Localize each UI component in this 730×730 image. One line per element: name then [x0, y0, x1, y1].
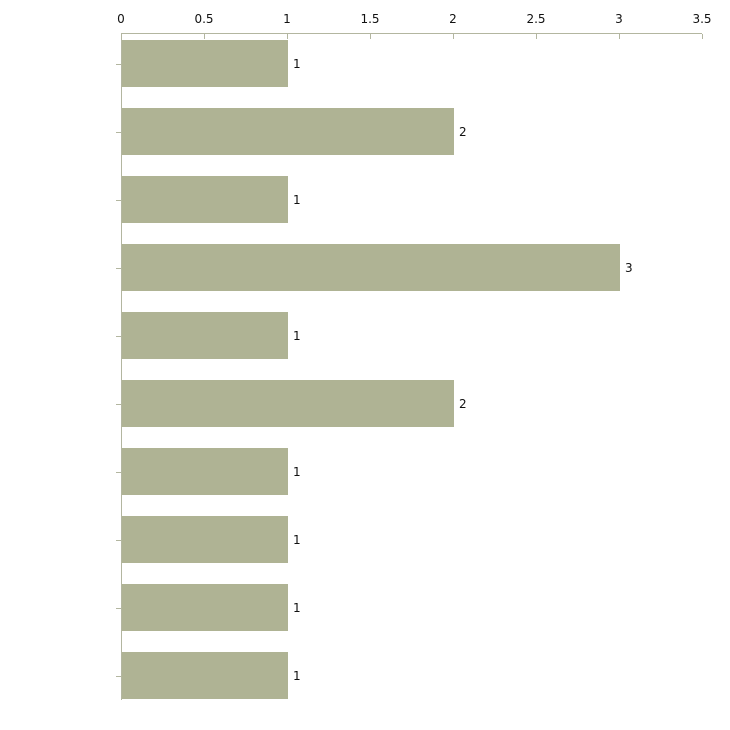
bar-value-label: 1 [293, 533, 301, 547]
bar [122, 516, 288, 563]
bar-value-label: 1 [293, 329, 301, 343]
y-tick-mark [116, 608, 121, 609]
x-tick-label: 3 [615, 12, 623, 26]
x-axis-line [121, 33, 702, 34]
bar [122, 448, 288, 495]
y-axis-line [121, 33, 122, 700]
bar-value-label: 2 [459, 125, 467, 139]
x-tick-mark [204, 34, 205, 39]
bar-value-label: 2 [459, 397, 467, 411]
bar-value-label: 1 [293, 57, 301, 71]
bar-value-label: 1 [293, 465, 301, 479]
x-tick-label: 1 [283, 12, 291, 26]
bar [122, 176, 288, 223]
y-tick-mark [116, 200, 121, 201]
x-tick-label: 0.5 [194, 12, 214, 26]
bar [122, 380, 454, 427]
x-tick-label: 1.5 [360, 12, 380, 26]
x-tick-mark [121, 34, 122, 39]
bar [122, 244, 620, 291]
y-tick-mark [116, 64, 121, 65]
y-tick-mark [116, 336, 121, 337]
y-tick-mark [116, 404, 121, 405]
x-tick-label: 2 [449, 12, 457, 26]
x-tick-mark [536, 34, 537, 39]
x-tick-mark [453, 34, 454, 39]
bar-value-label: 1 [293, 193, 301, 207]
bar [122, 312, 288, 359]
x-tick-mark [287, 34, 288, 39]
x-tick-mark [702, 34, 703, 39]
bar-value-label: 1 [293, 669, 301, 683]
bar [122, 108, 454, 155]
x-tick-mark [370, 34, 371, 39]
bar-value-label: 1 [293, 601, 301, 615]
x-tick-label: 3.5 [692, 12, 712, 26]
bar [122, 584, 288, 631]
y-tick-mark [116, 472, 121, 473]
x-tick-mark [619, 34, 620, 39]
y-tick-mark [116, 676, 121, 677]
x-tick-label: 0 [117, 12, 125, 26]
y-tick-mark [116, 132, 121, 133]
x-tick-label: 2.5 [526, 12, 546, 26]
bar-value-label: 3 [625, 261, 633, 275]
bar [122, 652, 288, 699]
y-tick-mark [116, 268, 121, 269]
bar [122, 40, 288, 87]
y-tick-mark [116, 540, 121, 541]
